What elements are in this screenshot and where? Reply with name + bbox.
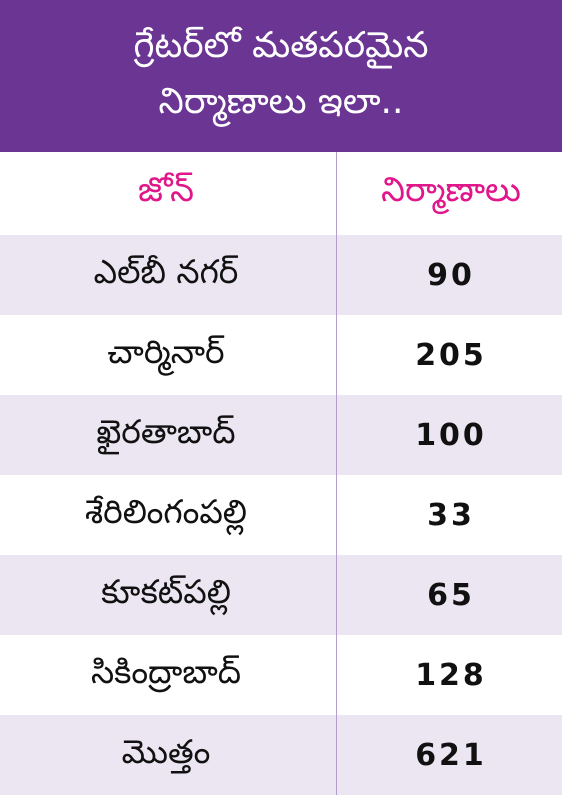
zone-cell: శేరిలింగంపల్లి: [85, 491, 247, 531]
count-cell: 205: [415, 337, 487, 373]
count-cell: 65: [427, 577, 475, 613]
zone-cell: ఖైరతాబాద్: [96, 411, 236, 451]
table-row-total: మొత్తం 621: [0, 715, 562, 795]
table-header-row: జోన్ నిర్మాణాలు: [0, 152, 562, 235]
table-row: శేరిలింగంపల్లి 33: [0, 475, 562, 555]
title-banner: గ్రేటర్‌లో మతపరమైన నిర్మాణాలు ఇలా..: [0, 0, 562, 152]
zone-cell: కూకట్‌పల్లి: [101, 571, 231, 611]
total-label-cell: మొత్తం: [121, 731, 211, 771]
column-header-zone: జోన్: [137, 169, 195, 210]
total-count-cell: 621: [415, 737, 487, 773]
column-divider: [336, 152, 337, 795]
column-header-structures: నిర్మాణాలు: [381, 169, 521, 210]
table-row: కూకట్‌పల్లి 65: [0, 555, 562, 635]
zone-cell: చార్మినార్: [107, 331, 225, 371]
zone-cell: ఎల్‌బీ నగర్: [93, 251, 239, 291]
table-row: ఖైరతాబాద్ 100: [0, 395, 562, 475]
title-line-1: గ్రేటర్‌లో మతపరమైన: [133, 25, 429, 66]
structures-table: జోన్ నిర్మాణాలు ఎల్‌బీ నగర్ 90 చార్మినార…: [0, 152, 562, 795]
count-cell: 100: [415, 417, 487, 453]
table-row: సికింద్రాబాద్ 128: [0, 635, 562, 715]
zone-cell: సికింద్రాబాద్: [90, 651, 242, 691]
table-row: ఎల్‌బీ నగర్ 90: [0, 235, 562, 315]
count-cell: 33: [427, 497, 475, 533]
table-row: చార్మినార్ 205: [0, 315, 562, 395]
count-cell: 90: [427, 257, 475, 293]
title-line-2: నిర్మాణాలు ఇలా..: [158, 81, 404, 122]
count-cell: 128: [415, 657, 487, 693]
